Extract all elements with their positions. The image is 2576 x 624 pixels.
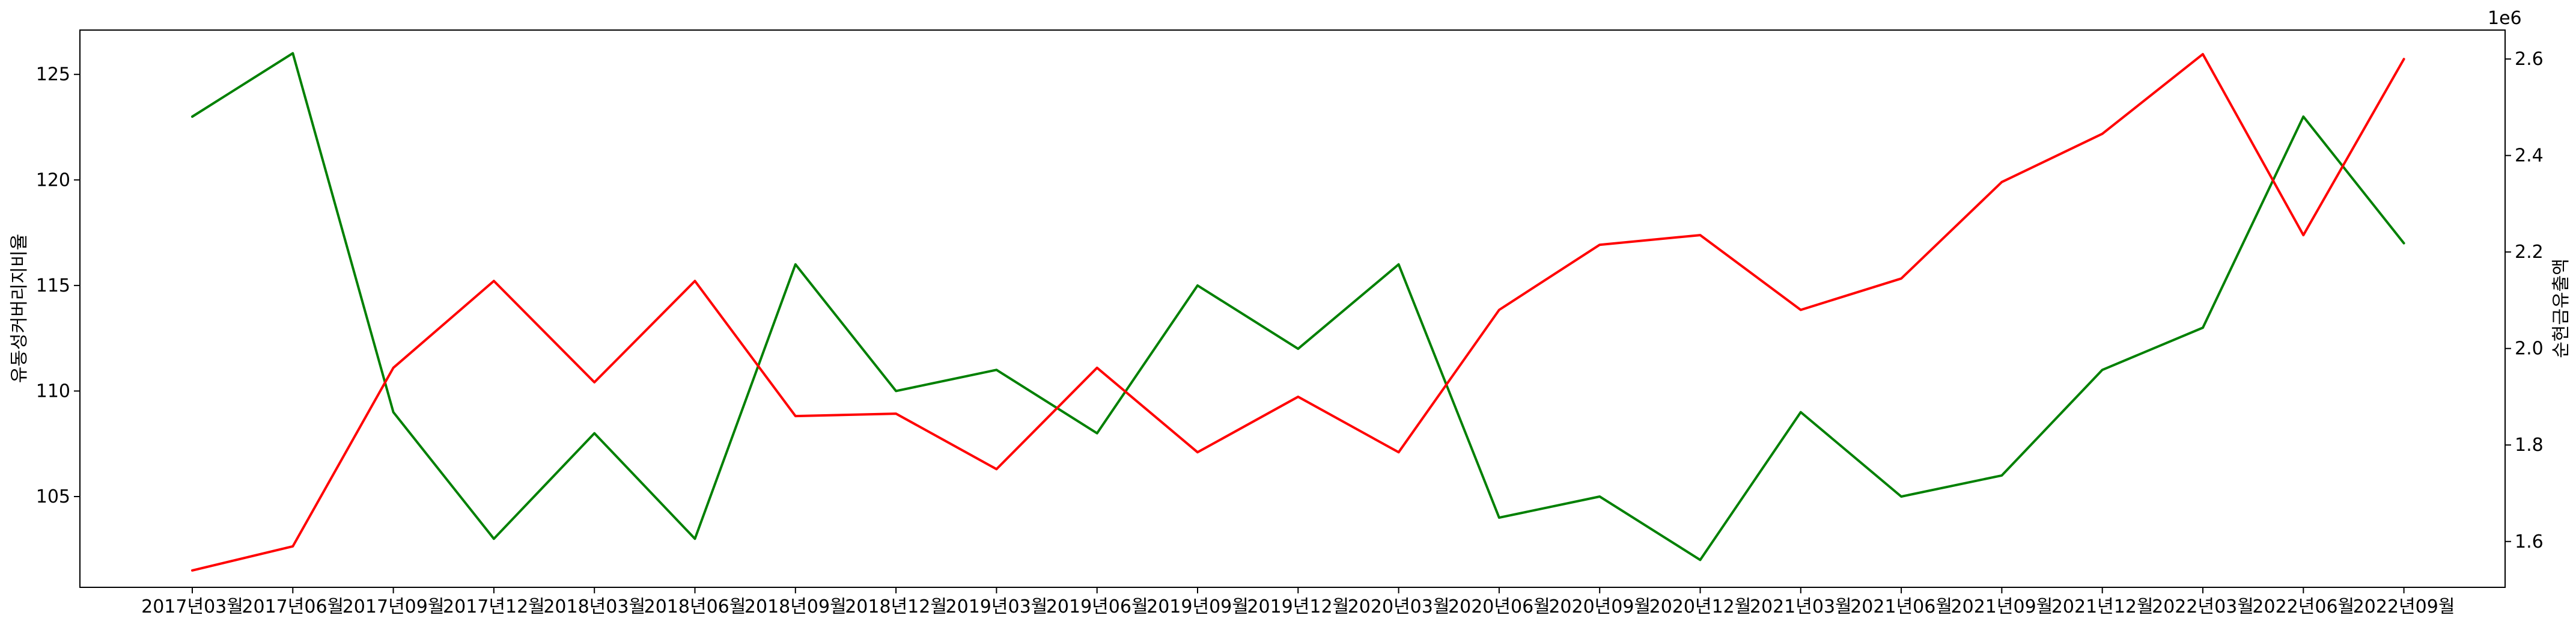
x-tick-label: 2018년09월	[744, 596, 847, 617]
x-tick-label: 2021년06월	[1850, 596, 1952, 617]
x-tick-label: 2017년12월	[443, 596, 545, 617]
x-tick-label: 2022년06월	[2252, 596, 2354, 617]
y-axis-right: 1.6 1.8 2.0 2.2 2.4 2.6	[2505, 49, 2544, 552]
series-line-right	[191, 53, 2405, 572]
x-tick-label: 2018년12월	[845, 596, 947, 617]
x-tick-label: 2022년03월	[2152, 596, 2254, 617]
x-tick-label: 2020년12월	[1649, 596, 1752, 617]
y-left-tick-label: 115	[36, 275, 70, 296]
x-tick-label: 2021년12월	[2051, 596, 2154, 617]
x-tick-label: 2019년09월	[1146, 596, 1249, 617]
x-tick-label: 2020년03월	[1348, 596, 1450, 617]
y-right-tick-label: 2.6	[2515, 49, 2544, 70]
y-right-tick-label: 2.2	[2515, 242, 2544, 263]
x-tick-label: 2017년03월	[141, 596, 243, 617]
x-axis: 2017년03월2017년06월2017년09월2017년12월2018년03월…	[141, 587, 2455, 617]
y-axis-right-offset-text: 1e6	[2488, 8, 2522, 29]
y-left-tick-label: 110	[36, 381, 70, 402]
x-tick-label: 2022년09월	[2353, 596, 2455, 617]
y-right-tick-label: 2.4	[2515, 145, 2544, 167]
y-left-tick-label: 120	[36, 170, 70, 191]
x-tick-label: 2019년12월	[1247, 596, 1349, 617]
y-right-tick-label: 2.0	[2515, 338, 2544, 359]
x-tick-label: 2018년03월	[543, 596, 645, 617]
series-line-left	[191, 52, 2405, 561]
x-tick-label: 2017년06월	[242, 596, 344, 617]
x-tick-label: 2019년03월	[946, 596, 1048, 617]
x-tick-label: 2020년09월	[1548, 596, 1651, 617]
y-right-tick-label: 1.8	[2515, 435, 2544, 456]
y-axis-left: 105 110 115 120 125	[36, 64, 80, 507]
x-tick-label: 2021년09월	[1951, 596, 2053, 617]
x-tick-label: 2021년03월	[1750, 596, 1852, 617]
y-axis-right-label: 순현금유출액	[2551, 258, 2572, 358]
plot-area	[79, 29, 2506, 588]
y-axis-left-label: 유동성커버리지비율	[9, 234, 30, 383]
y-left-tick-label: 125	[36, 64, 70, 85]
x-tick-label: 2020년06월	[1448, 596, 1550, 617]
y-right-tick-label: 1.6	[2515, 531, 2544, 552]
series-layer	[191, 52, 2405, 572]
x-tick-label: 2018년06월	[644, 596, 746, 617]
y-left-tick-label: 105	[36, 486, 70, 507]
x-tick-label: 2019년06월	[1046, 596, 1148, 617]
x-tick-label: 2017년09월	[343, 596, 445, 617]
